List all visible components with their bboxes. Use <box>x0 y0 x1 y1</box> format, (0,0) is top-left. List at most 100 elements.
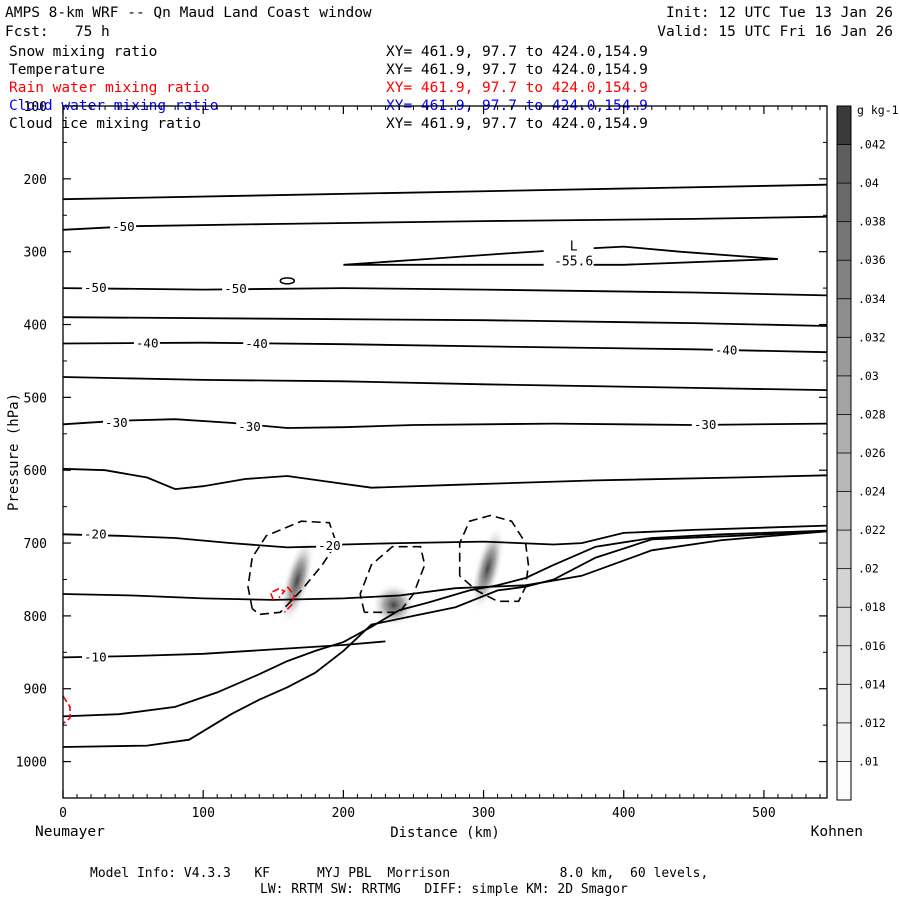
isotherm-label: -30 <box>694 417 717 432</box>
colorbar-tick-label: .024 <box>858 485 886 499</box>
isotherm-line <box>63 287 827 297</box>
colorbar-tick-label: .018 <box>858 600 886 614</box>
y-tick-label: 1000 <box>16 756 47 771</box>
isotherm-line <box>63 524 827 549</box>
isotherm-label: -10 <box>84 649 107 664</box>
rain-water-contour <box>63 695 71 725</box>
isotherm-label-bg <box>243 336 270 351</box>
colorbar-segment <box>837 530 851 569</box>
isotherm-line <box>63 376 827 391</box>
isotherm-line <box>63 215 827 231</box>
y-tick-label: 500 <box>24 391 47 406</box>
y-tick-label: 700 <box>24 537 47 552</box>
colorbar-tick-label: .01 <box>858 754 879 768</box>
isotherm-line <box>63 183 827 201</box>
terrain-lower-line <box>63 530 827 748</box>
cloud-ice-contour <box>458 514 530 603</box>
colorbar-tick-label: .014 <box>858 677 886 691</box>
x-tick-label: 500 <box>752 806 775 821</box>
field-xy-range: XY= 461.9, 97.7 to 424.0,154.9 <box>386 62 648 78</box>
isotherm-label: -50 <box>84 280 107 295</box>
isotherm-label-bg <box>82 526 109 541</box>
low-marker-letter: L <box>570 240 578 255</box>
y-tick-label: 400 <box>24 319 47 334</box>
x-tick-label: 100 <box>191 806 214 821</box>
colorbar-segment <box>837 298 851 338</box>
isotherm-label: -20 <box>84 526 107 541</box>
y-tick-label: 800 <box>24 610 47 625</box>
colorbar-segment <box>837 221 851 261</box>
isotherm-label-bg <box>82 280 109 295</box>
field-label: Rain water mixing ratio <box>9 80 210 96</box>
cloud-ice-contour <box>247 520 338 616</box>
isotherm-line <box>63 316 827 327</box>
snow-shading-cell <box>279 537 315 625</box>
field-label: Temperature <box>9 62 106 78</box>
chart-title: AMPS 8-km WRF -- Qn Maud Land Coast wind… <box>5 5 372 21</box>
isotherm-line <box>63 530 827 601</box>
isotherm-label: -50 <box>224 281 247 296</box>
y-tick-label: 900 <box>24 683 47 698</box>
isotherm-label-bg <box>82 649 109 664</box>
x-tick-label: 0 <box>59 806 67 821</box>
x-axis-label: Distance (km) <box>390 825 500 841</box>
colorbar-segment <box>837 144 851 184</box>
rain-water-contour <box>283 586 296 613</box>
isotherm-label: -40 <box>715 343 738 358</box>
colorbar-segment <box>837 375 851 415</box>
isotherm-label: -40 <box>245 336 268 351</box>
colorbar-segment <box>837 337 851 376</box>
valid-time: Valid: 15 UTC Fri 16 Jan 26 <box>657 24 893 40</box>
model-info: Model Info: V4.3.3 KF MYJ PBL Morrison 8… <box>90 866 709 881</box>
y-tick-label: 200 <box>24 173 47 188</box>
small-closed-contour <box>279 277 296 285</box>
colorbar-segment <box>837 491 851 531</box>
colorbar-tick-label: .022 <box>858 523 886 537</box>
y-axis-label: Pressure (hPa) <box>6 393 22 511</box>
colorbar-tick-label: .04 <box>858 176 879 190</box>
x-tick-label: 400 <box>612 806 635 821</box>
field-xy-range: XY= 461.9, 97.7 to 424.0,154.9 <box>386 80 648 96</box>
y-tick-label: 100 <box>24 100 47 115</box>
colorbar-segment <box>837 722 851 762</box>
isotherm-label: -40 <box>136 335 159 350</box>
init-time: Init: 12 UTC Tue 13 Jan 26 <box>666 5 893 21</box>
colorbar-tick-label: .026 <box>858 446 886 460</box>
colorbar-tick-label: .042 <box>858 138 886 152</box>
colorbar-tick-label: .034 <box>858 292 886 306</box>
colorbar-segment <box>837 260 851 299</box>
colorbar-segment <box>837 684 851 723</box>
isotherm-label-bg <box>133 335 160 350</box>
y-tick-label: 300 <box>24 246 47 261</box>
isotherm-line <box>63 467 827 491</box>
colorbar-segment <box>837 106 851 145</box>
field-label: Cloud ice mixing ratio <box>9 116 202 132</box>
x-tick-label: 300 <box>472 806 495 821</box>
colorbar-tick-label: .016 <box>858 639 886 653</box>
low-marker-value: -55.6 <box>554 255 593 270</box>
colorbar-tick-label: .028 <box>858 407 886 421</box>
isotherm-label: -50 <box>112 219 135 234</box>
isotherm-label: -30 <box>105 415 128 430</box>
field-xy-range: XY= 461.9, 97.7 to 424.0,154.9 <box>386 44 648 60</box>
plot-frame <box>62 105 828 799</box>
isotherm-label-bg <box>103 414 130 429</box>
colorbar-segment <box>837 645 851 685</box>
isotherm-label: -20 <box>318 538 341 553</box>
isotherm-line <box>63 341 827 354</box>
colorbar-segment <box>837 568 851 608</box>
isotherm-label-bg <box>316 537 343 552</box>
colorbar-tick-label: .036 <box>858 253 886 267</box>
isotherm-label-bg <box>691 417 718 432</box>
isotherm-label: -30 <box>238 419 261 434</box>
colorbar-tick-label: .038 <box>858 215 886 229</box>
forecast-hour: Fcst: 75 h <box>5 24 110 40</box>
isotherm-line <box>63 418 827 429</box>
isotherm-label-bg <box>222 280 249 295</box>
colorbar-segment <box>837 183 851 222</box>
isotherm-label-bg <box>712 342 739 357</box>
y-tick-label: 600 <box>24 464 47 479</box>
colorbar-segment <box>837 414 851 453</box>
isotherm-label-bg <box>236 419 263 434</box>
